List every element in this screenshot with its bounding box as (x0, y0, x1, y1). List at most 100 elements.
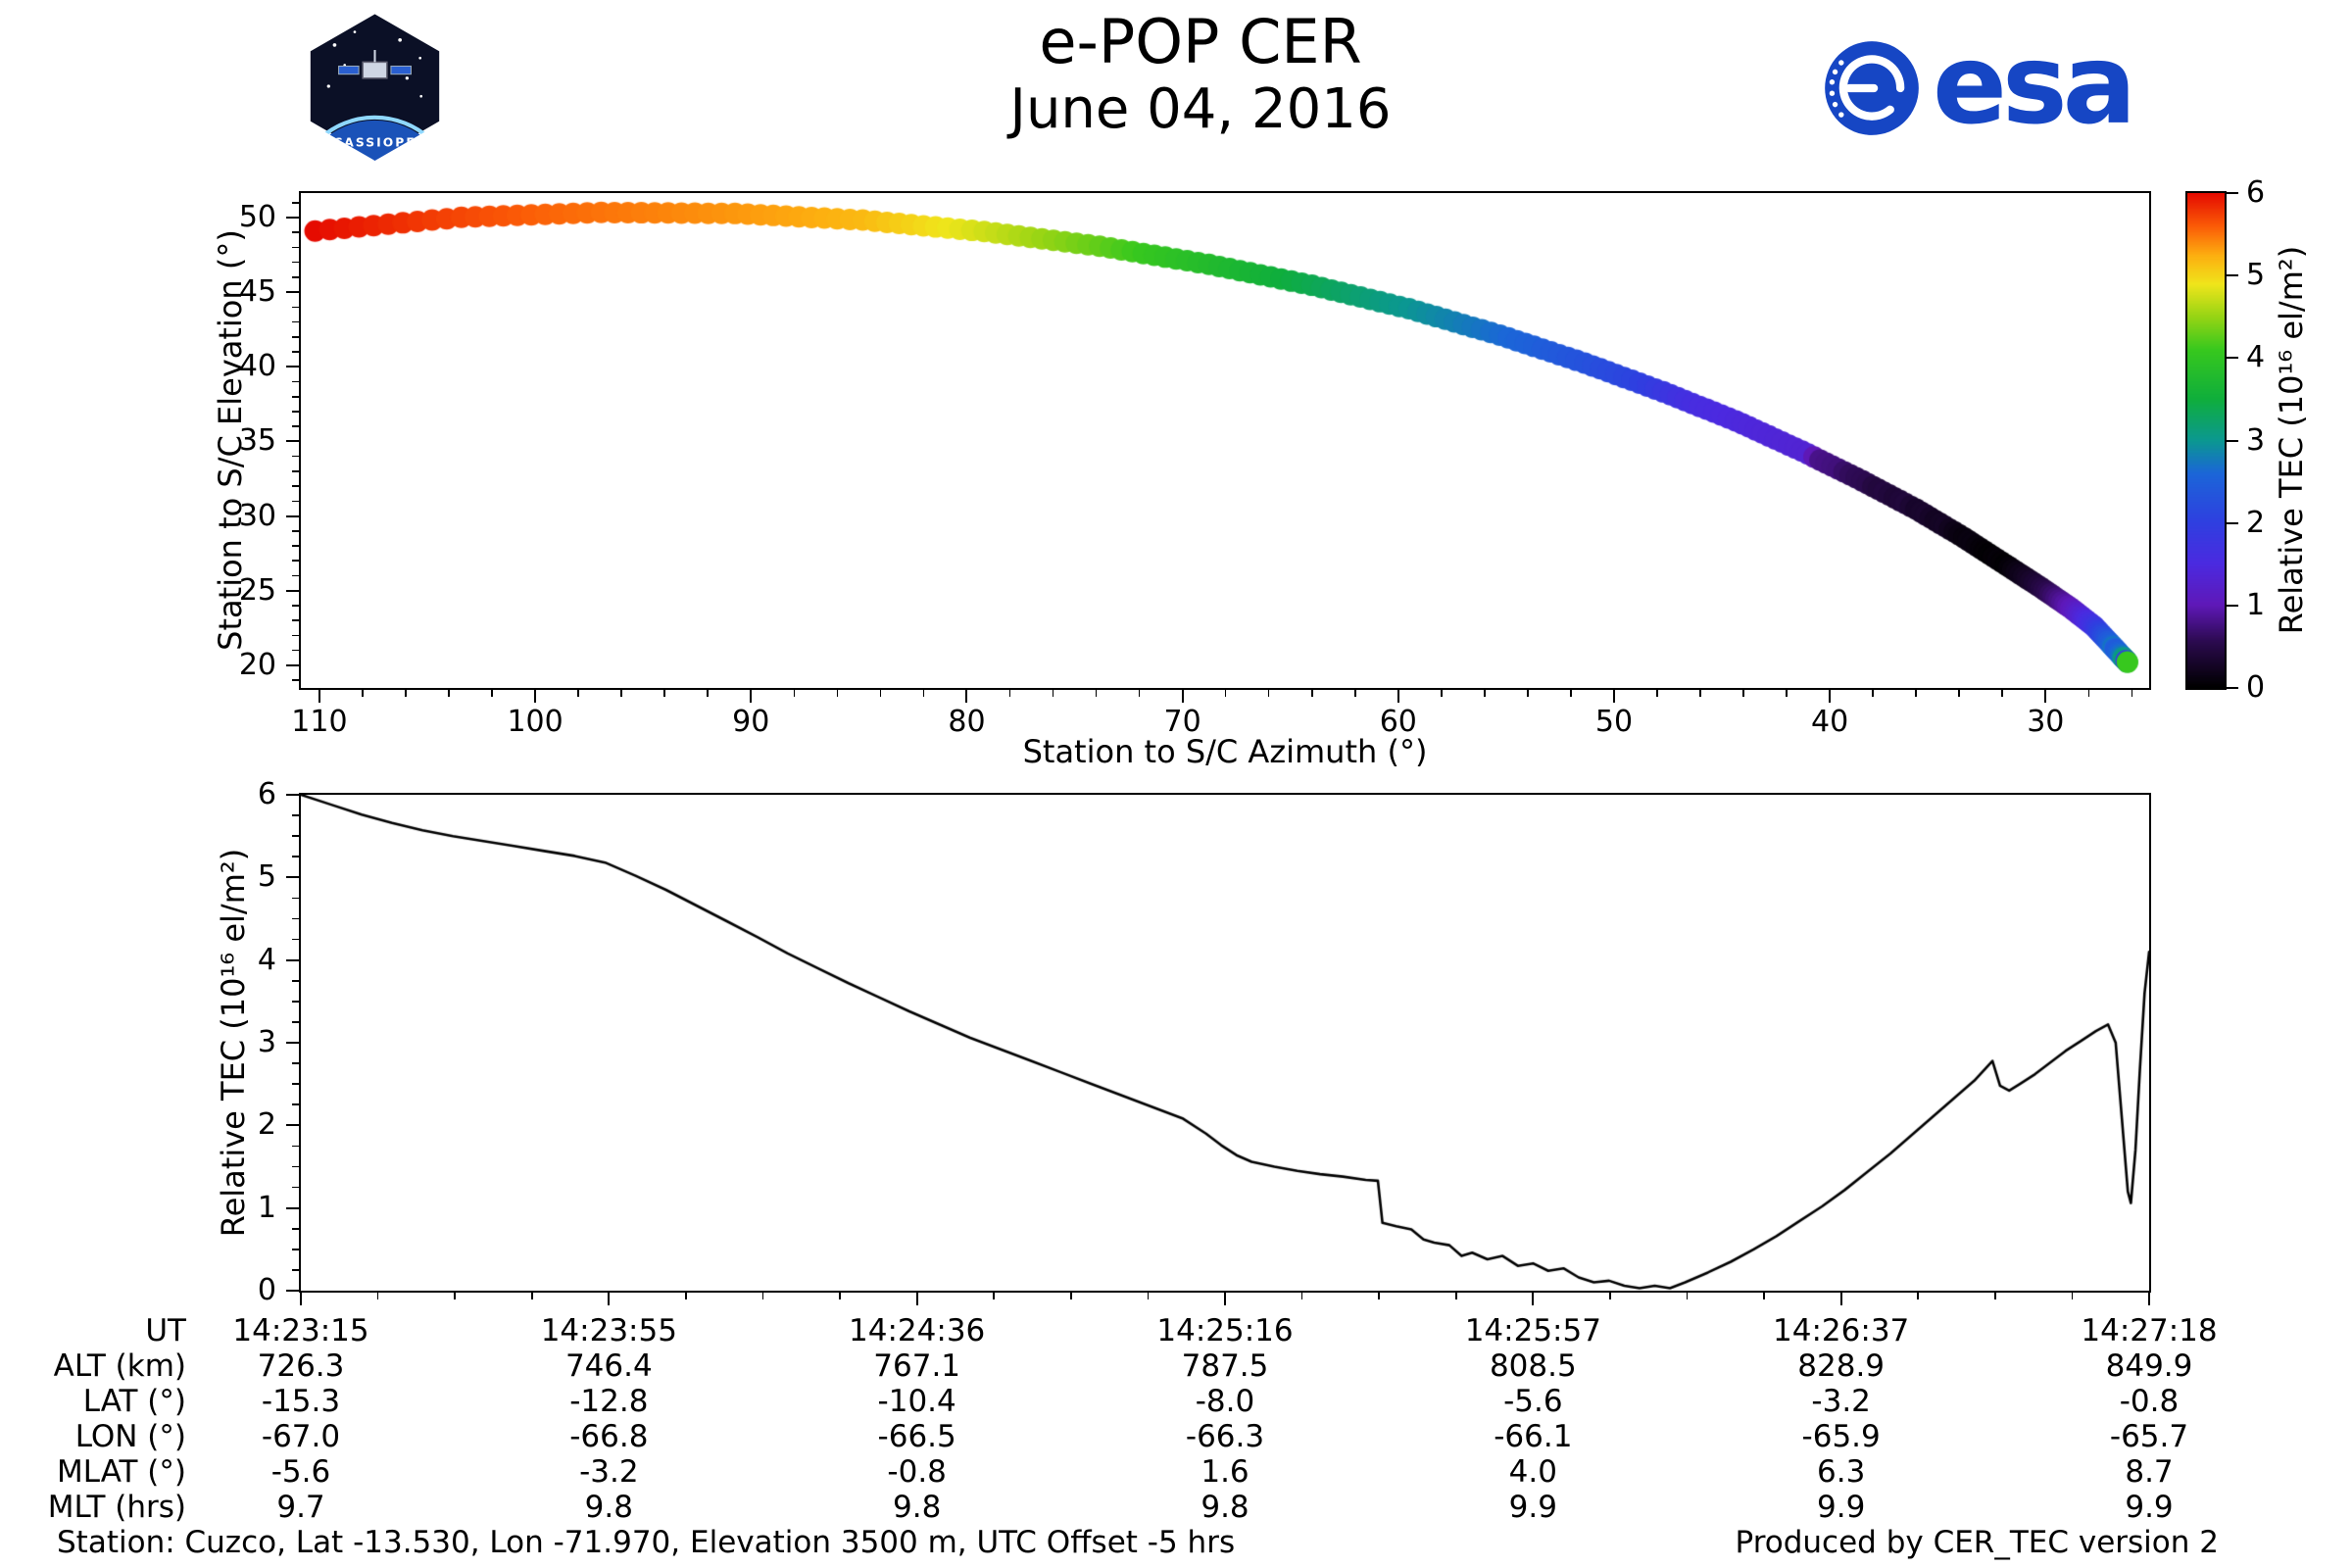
tick-mark (292, 380, 299, 383)
tick-mark (292, 1062, 299, 1064)
tick-label: 5 (257, 859, 276, 895)
tick-mark (1267, 690, 1270, 697)
tick-label: 80 (948, 705, 986, 739)
tick-label: 40 (238, 349, 276, 384)
tick-mark (286, 663, 299, 666)
tick-mark (318, 690, 320, 703)
azimuth-axis-label: Station to S/C Azimuth (°) (1022, 733, 1428, 770)
tick-mark (292, 545, 299, 547)
table-cell: -0.8 (887, 1454, 947, 1490)
tick-mark (292, 560, 299, 563)
tick-mark (292, 1103, 299, 1106)
tick-mark (2227, 274, 2238, 277)
table-cell: -15.3 (261, 1384, 341, 1419)
tick-mark (292, 320, 299, 323)
tick-mark (292, 1249, 299, 1250)
tick-mark (1224, 1293, 1226, 1305)
tick-mark (2227, 521, 2238, 524)
cassiope-patch-text: CASSIOPE (333, 136, 416, 150)
tick-label: 3 (2246, 422, 2266, 458)
tick-mark (292, 814, 299, 816)
tick-label: 100 (507, 705, 564, 739)
tick-mark (1829, 690, 1832, 703)
tick-mark (1699, 690, 1701, 697)
table-cell: 4.0 (1508, 1454, 1557, 1490)
tick-mark (362, 690, 364, 697)
tick-mark (2148, 1293, 2150, 1305)
produced-by: Produced by CER_TEC version 2 (1735, 1525, 2219, 1560)
table-cell: -5.6 (1503, 1384, 1563, 1419)
tick-mark (2227, 604, 2238, 607)
tick-mark (292, 938, 299, 941)
tick-mark (1008, 690, 1011, 697)
tick-mark (292, 679, 299, 681)
tick-mark (292, 529, 299, 532)
tick-mark (793, 690, 796, 697)
tick-mark (1300, 1293, 1303, 1299)
table-cell: 849.9 (2105, 1348, 2193, 1384)
tick-label: 25 (238, 572, 276, 608)
tick-mark (292, 917, 299, 920)
tick-mark (2131, 690, 2133, 697)
table-cell: 9.8 (893, 1490, 942, 1525)
tick-mark (2227, 357, 2238, 360)
tick-mark (286, 1124, 299, 1127)
table-cell: 1.6 (1200, 1454, 1250, 1490)
tick-mark (1441, 690, 1443, 697)
tick-mark (750, 690, 753, 703)
tick-label: 5 (2246, 258, 2266, 293)
tick-mark (1052, 690, 1054, 697)
tick-mark (292, 619, 299, 621)
tick-mark (1686, 1293, 1689, 1299)
tick-mark (292, 1083, 299, 1085)
tick-label: 4 (2246, 340, 2266, 375)
tick-mark (292, 979, 299, 982)
tick-mark (286, 794, 299, 796)
colorbar-gradient (2187, 193, 2225, 688)
tick-label: 0 (257, 1273, 276, 1307)
satellite-icon (338, 50, 412, 79)
tick-mark (1095, 690, 1098, 697)
tick-mark (300, 1293, 302, 1305)
tick-label: 3 (257, 1025, 276, 1059)
table-cell: -5.6 (270, 1454, 331, 1490)
table-cell: -65.7 (2109, 1419, 2189, 1454)
figure-date: June 04, 2016 (1009, 77, 1392, 141)
tick-mark (292, 485, 299, 487)
tick-label: 2 (257, 1107, 276, 1143)
tick-mark (292, 261, 299, 264)
table-cell: 808.5 (1489, 1348, 1577, 1384)
table-cell: 787.5 (1181, 1348, 1269, 1384)
tick-mark (965, 690, 968, 703)
tick-mark (292, 634, 299, 637)
table-row-label: MLAT (°) (56, 1454, 186, 1490)
tec-time-line (301, 795, 2149, 1291)
tick-mark (292, 1269, 299, 1271)
tick-mark (1958, 690, 1961, 697)
tick-mark (1786, 690, 1788, 697)
table-cell: -66.5 (877, 1419, 956, 1454)
tick-mark (292, 246, 299, 249)
tick-label: 50 (238, 199, 276, 234)
table-cell: 14:23:15 (232, 1313, 369, 1348)
table-cell: -12.8 (569, 1384, 649, 1419)
tick-mark (922, 690, 925, 697)
table-cell: 9.8 (584, 1490, 633, 1525)
tick-mark (292, 1021, 299, 1023)
tick-mark (1656, 690, 1658, 697)
table-cell: 14:26:37 (1773, 1313, 1910, 1348)
tick-mark (1570, 690, 1572, 697)
tick-label: 90 (732, 705, 770, 739)
elevation-azimuth-plot-frame (299, 191, 2151, 690)
tick-mark (405, 690, 407, 697)
tick-mark (292, 425, 299, 427)
tick-mark (2001, 690, 2004, 697)
tick-mark (292, 231, 299, 233)
tick-mark (879, 690, 882, 697)
tick-mark (292, 856, 299, 858)
tick-mark (2227, 439, 2238, 442)
tick-mark (292, 500, 299, 503)
table-cell: 14:23:55 (540, 1313, 677, 1348)
tick-label: 50 (1594, 705, 1634, 739)
table-cell: -65.9 (1801, 1419, 1881, 1454)
